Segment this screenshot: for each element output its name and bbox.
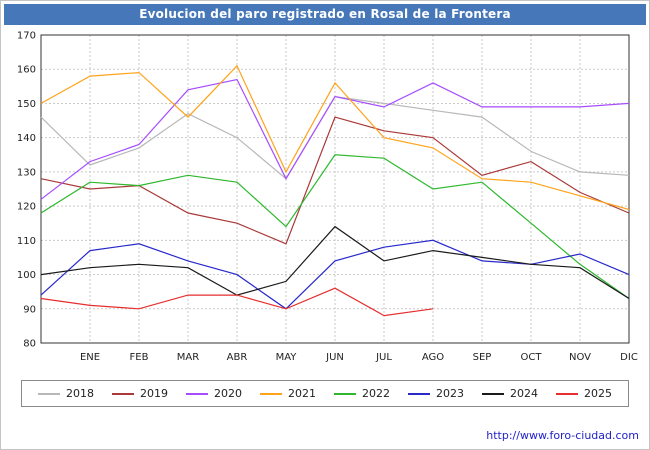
- legend-item-2024: 2024: [482, 387, 538, 400]
- y-tick-label: 110: [17, 236, 36, 247]
- title-bar: Evolucion del paro registrado en Rosal d…: [4, 4, 646, 25]
- x-tick-label-feb: FEB: [130, 352, 149, 363]
- y-tick-label: 100: [17, 270, 36, 281]
- x-tick-label-oct: OCT: [521, 352, 543, 363]
- legend-item-2023: 2023: [408, 387, 464, 400]
- legend-swatch-2025: [556, 392, 578, 395]
- chart-canvas: 80 90 100 110 120 130 140 150 160 170 ENE FEB MAR ABR…: [17, 31, 638, 364]
- legend-item-2020: 2020: [186, 387, 242, 400]
- x-tick-label-abr: ABR: [227, 352, 248, 363]
- x-tick-label-dic: DIC: [620, 352, 638, 363]
- x-tick-label-jun: JUN: [325, 352, 344, 363]
- legend-label-2021: 2021: [288, 387, 316, 400]
- foro-ciudad-link[interactable]: http://www.foro-ciudad.com: [486, 429, 639, 442]
- legend-swatch-2024: [482, 392, 504, 395]
- x-tick-label-may: MAY: [276, 352, 298, 363]
- plot-border: [40, 34, 630, 344]
- legend-label-2022: 2022: [362, 387, 390, 400]
- x-tick-label-ago: AGO: [422, 352, 444, 363]
- x-tick-label-ene: ENE: [80, 352, 100, 363]
- legend-item-2021: 2021: [260, 387, 316, 400]
- legend-item-2019: 2019: [112, 387, 168, 400]
- y-tick-label: 90: [23, 304, 36, 315]
- series-line-2024: [40, 225, 630, 300]
- series-line-2022: [40, 154, 630, 299]
- legend-item-2025: 2025: [556, 387, 612, 400]
- y-tick-label: 150: [17, 99, 36, 110]
- legend-label-2018: 2018: [66, 387, 94, 400]
- legend-swatch-2021: [260, 392, 282, 395]
- legend-swatch-2022: [334, 392, 356, 395]
- legend-item-2018: 2018: [38, 387, 94, 400]
- chart-title: Evolucion del paro registrado en Rosal d…: [139, 7, 511, 21]
- y-tick-label: 130: [17, 167, 36, 178]
- x-tick-label-nov: NOV: [569, 352, 591, 363]
- series-line-2025: [40, 287, 434, 317]
- legend-label-2020: 2020: [214, 387, 242, 400]
- legend-label-2025: 2025: [584, 387, 612, 400]
- legend: 2018 2019 2020 2021 2022 2023 2024 2025: [21, 380, 629, 407]
- legend-item-2022: 2022: [334, 387, 390, 400]
- legend-swatch-2020: [186, 392, 208, 395]
- y-tick-label: 170: [17, 31, 36, 42]
- y-tick-label: 80: [23, 339, 36, 350]
- legend-swatch-2023: [408, 392, 430, 395]
- legend-label-2019: 2019: [140, 387, 168, 400]
- y-tick-label: 140: [17, 133, 36, 144]
- series-line-2020: [40, 78, 630, 200]
- y-tick-label: 120: [17, 202, 36, 213]
- legend-swatch-2019: [112, 392, 134, 395]
- legend-label-2023: 2023: [436, 387, 464, 400]
- x-tick-label-jul: JUL: [375, 352, 392, 363]
- x-tick-label-mar: MAR: [177, 352, 199, 363]
- series-line-2021: [40, 64, 630, 211]
- legend-swatch-2018: [38, 392, 60, 395]
- legend-label-2024: 2024: [510, 387, 538, 400]
- x-tick-label-sep: SEP: [473, 352, 492, 363]
- y-tick-label: 160: [17, 65, 36, 76]
